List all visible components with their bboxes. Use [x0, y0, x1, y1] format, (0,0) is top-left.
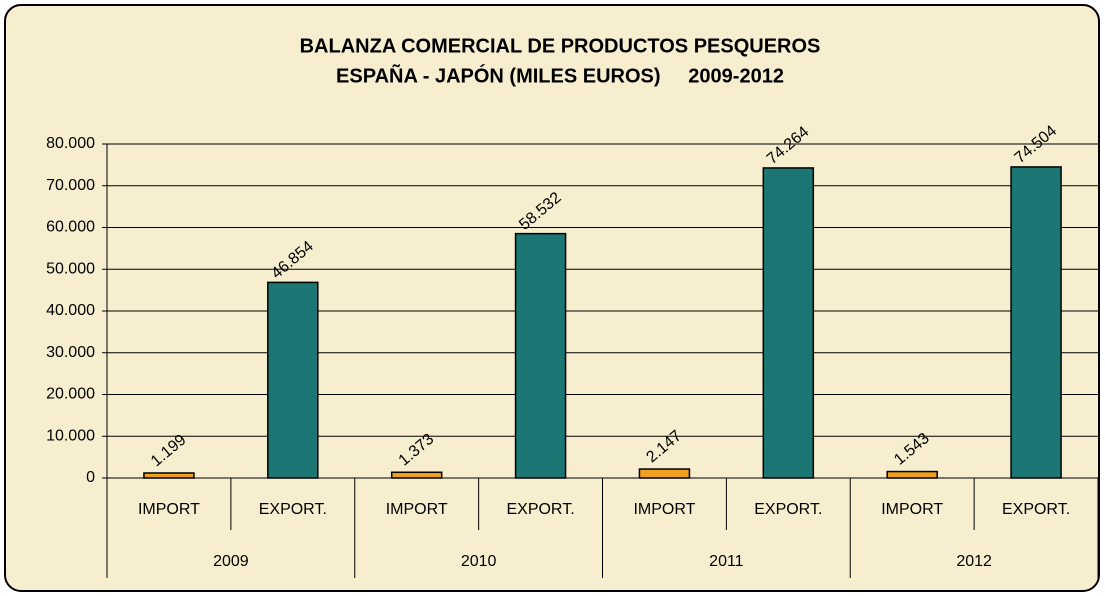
bar	[638, 468, 691, 479]
y-tick-label: 10.000	[46, 427, 95, 444]
bar	[267, 281, 319, 479]
y-tick-label: 70.000	[46, 177, 95, 194]
x-tick-label: IMPORT	[633, 501, 695, 518]
x-group-label: 2011	[709, 553, 744, 570]
bar	[514, 232, 567, 479]
x-group-label: 2009	[213, 553, 249, 570]
y-tick-label: 60.000	[46, 219, 95, 236]
x-tick-label: EXPORT.	[1002, 501, 1070, 518]
x-group-label: 2010	[461, 553, 497, 570]
y-tick-label: 0	[86, 469, 95, 486]
bar	[1010, 166, 1062, 479]
bar	[143, 472, 195, 479]
x-tick-label: IMPORT	[138, 501, 200, 518]
x-tick-label: EXPORT.	[259, 501, 327, 518]
y-tick-label: 40.000	[46, 302, 95, 319]
x-tick-label: EXPORT.	[754, 501, 822, 518]
y-tick-label: 30.000	[46, 344, 95, 361]
y-tick-label: 50.000	[46, 260, 95, 277]
chart-title: ESPAÑA - JAPÓN (MILES EUROS) 2009-2012	[336, 63, 784, 87]
x-tick-label: IMPORT	[881, 501, 943, 518]
x-tick-label: EXPORT.	[506, 501, 574, 518]
y-tick-label: 80.000	[46, 135, 95, 152]
chart-title: BALANZA COMERCIAL DE PRODUCTOS PESQUEROS	[300, 35, 821, 57]
bar	[886, 470, 938, 479]
bar	[762, 167, 815, 479]
x-tick-label: IMPORT	[386, 501, 448, 518]
y-tick-label: 20.000	[46, 386, 95, 403]
x-group-label: 2012	[956, 553, 992, 570]
bar	[390, 471, 443, 479]
